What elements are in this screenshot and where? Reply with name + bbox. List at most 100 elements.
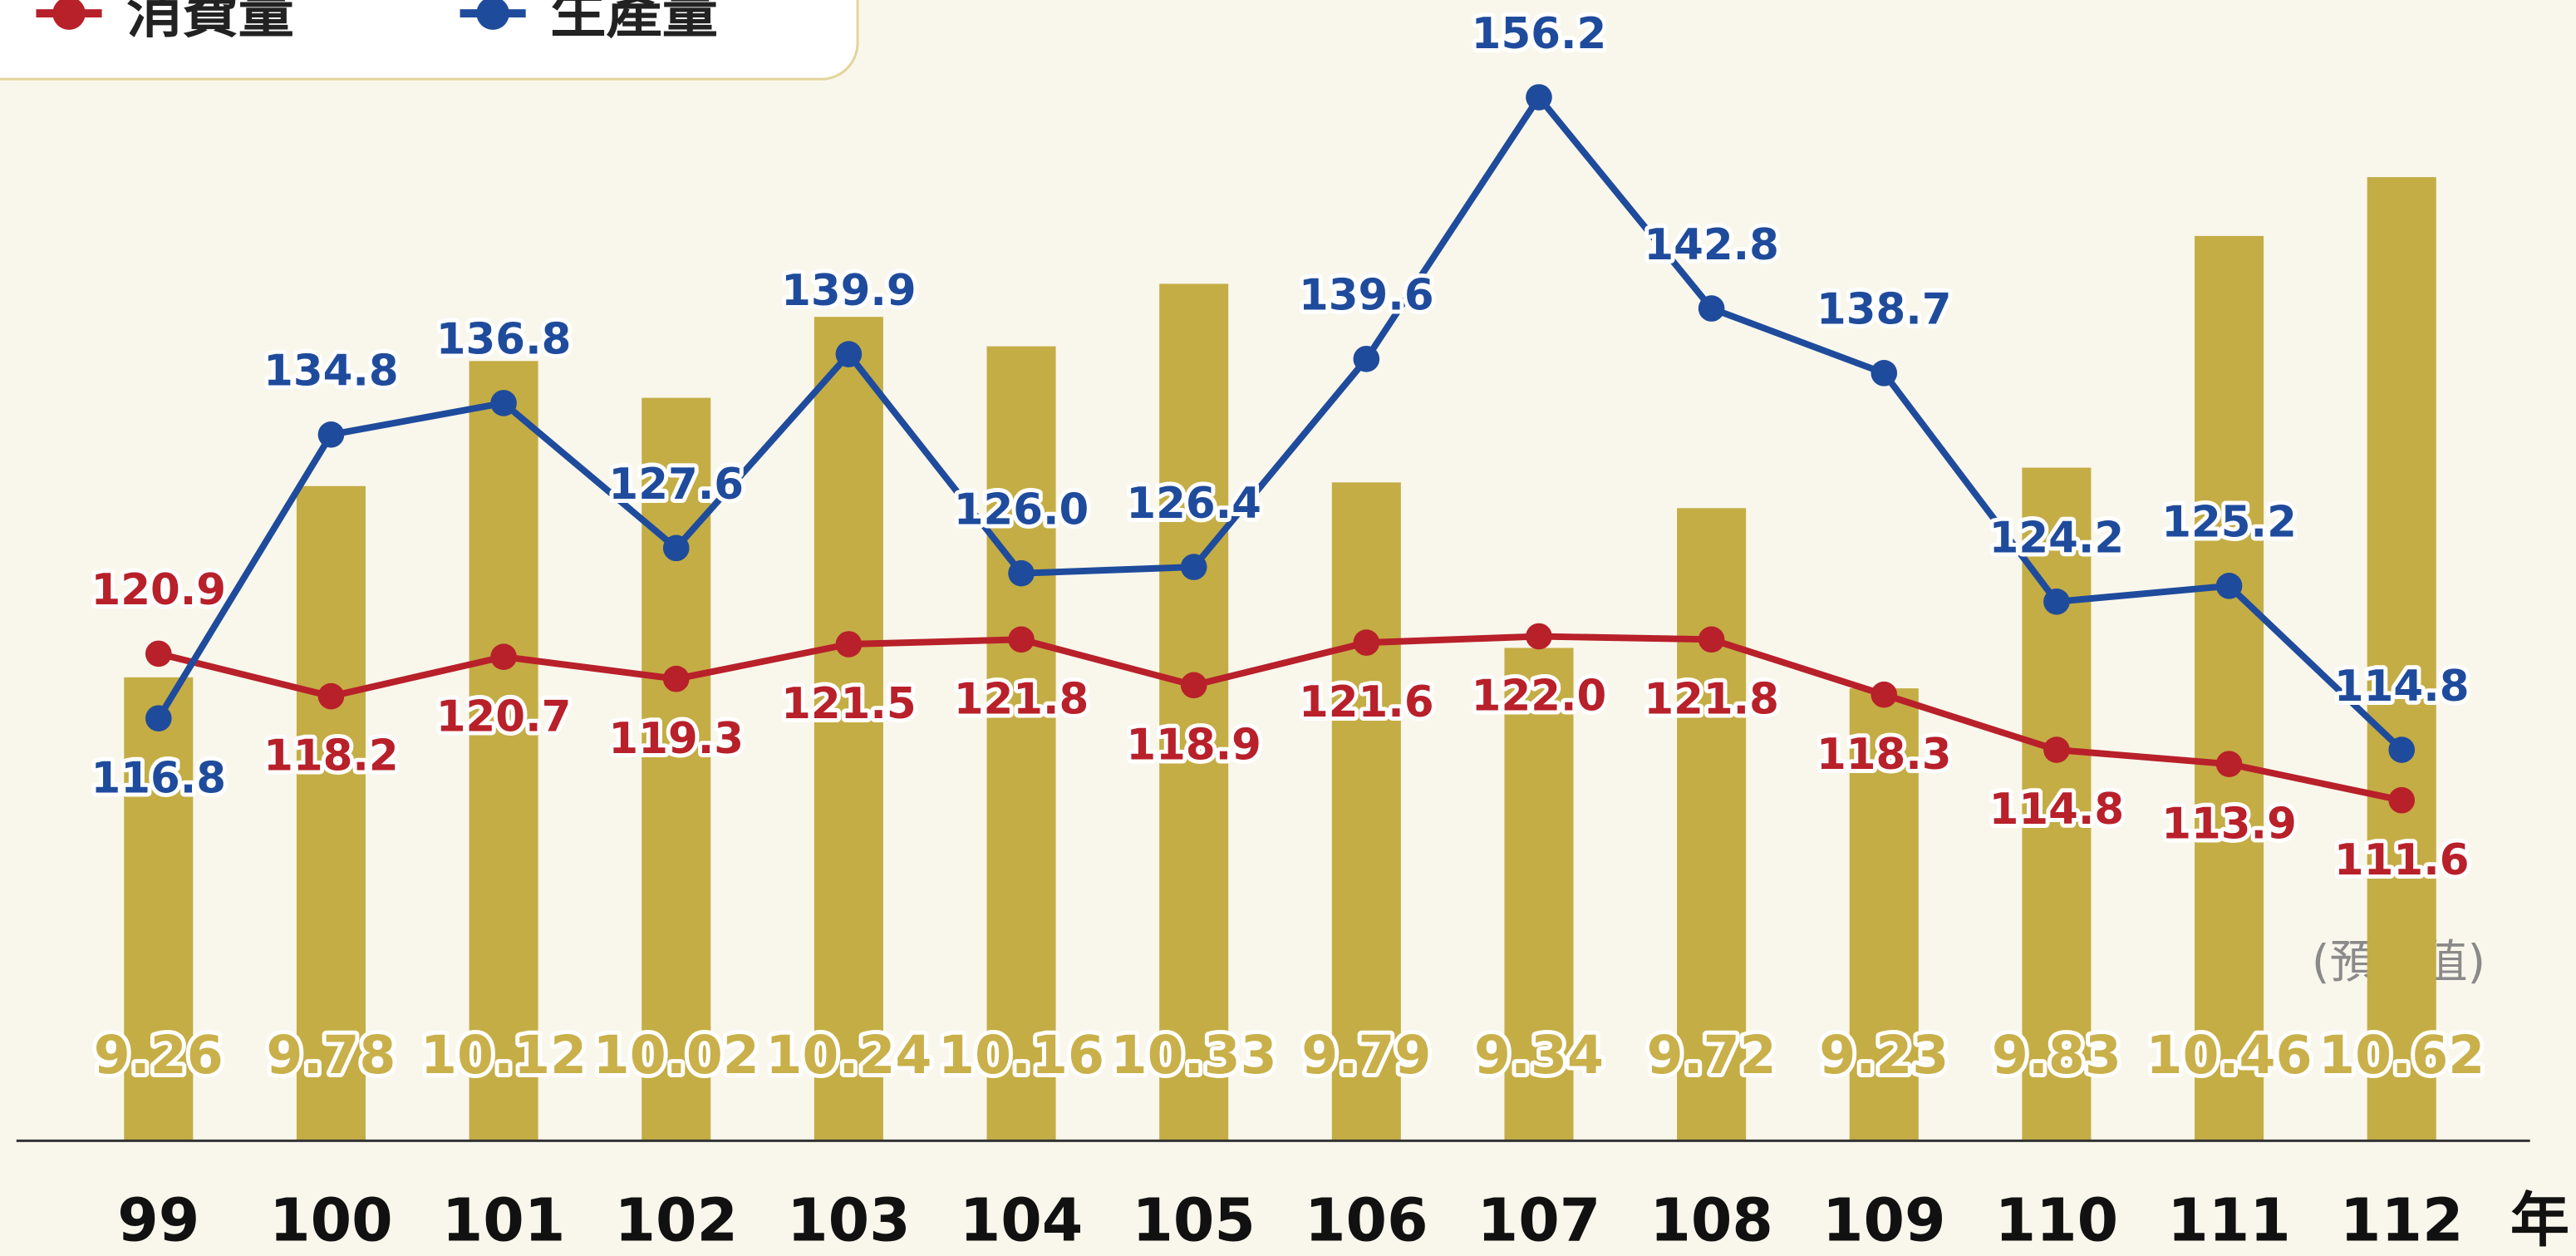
legend-label: 消費量 (126, 0, 294, 46)
bar-value-label: 10.46 (2146, 1024, 2313, 1086)
point (662, 665, 690, 692)
point (1698, 295, 1725, 322)
data-label: 120.7 (436, 692, 572, 741)
point (317, 421, 345, 448)
data-label: 120.9 (91, 565, 227, 615)
point (2215, 751, 2243, 777)
point (2388, 736, 2416, 763)
bar (1677, 508, 1747, 1141)
point (1353, 345, 1380, 372)
point (145, 640, 172, 667)
legend-dot (476, 0, 509, 30)
x-tick-label: 99 (117, 1186, 199, 1255)
bar (2195, 235, 2264, 1141)
x-tick-label: 106 (1305, 1186, 1428, 1255)
legend-box (0, 0, 859, 81)
x-tick-label: 109 (1822, 1186, 1946, 1255)
data-label: 113.9 (2161, 799, 2297, 849)
point (1180, 672, 1207, 699)
x-tick-label: 105 (1132, 1186, 1256, 1255)
bar-value-label: 10.62 (2318, 1024, 2485, 1086)
bar-value-label: 10.24 (765, 1024, 932, 1086)
point (662, 534, 690, 562)
bar (124, 677, 194, 1141)
x-tick-label: 112 (2340, 1186, 2464, 1255)
data-label: 118.3 (1816, 730, 1952, 780)
data-label: 118.9 (1126, 720, 1261, 770)
data-label: 156.2 (1472, 9, 1607, 59)
legend: 消費量 生產量 (0, 0, 859, 81)
x-tick-label: 103 (787, 1186, 911, 1255)
data-label: 139.6 (1299, 271, 1434, 321)
data-label: 116.8 (91, 753, 227, 803)
data-label: 124.2 (1989, 514, 2125, 564)
bar (2367, 177, 2436, 1141)
bar-value-label: 10.33 (1111, 1024, 1277, 1086)
point (1008, 559, 1035, 587)
point (490, 643, 517, 670)
bar-value-label: 9.23 (1819, 1024, 1949, 1086)
data-label: 114.8 (1989, 785, 2125, 835)
bar (986, 346, 1056, 1141)
data-label: 122.0 (1472, 672, 1607, 722)
data-label: 111.6 (2334, 835, 2470, 885)
bar (1504, 648, 1574, 1141)
point (2215, 573, 2243, 599)
point (1871, 681, 1898, 708)
data-label: 136.8 (436, 315, 572, 365)
bar-value-label: 9.78 (266, 1024, 396, 1086)
point (2388, 786, 2416, 814)
point (490, 390, 517, 416)
x-tick-label: 108 (1649, 1186, 1773, 1255)
legend-label: 生產量 (550, 0, 718, 46)
bar-value-label: 9.26 (94, 1024, 224, 1086)
x-tick-label: 111 (2167, 1186, 2291, 1255)
line (155, 94, 2404, 752)
point (1180, 554, 1207, 580)
point (1353, 629, 1380, 656)
x-tick-label: 101 (442, 1186, 566, 1255)
data-label: 121.5 (781, 679, 917, 729)
bar-value-label: 10.12 (420, 1024, 587, 1086)
data-label: 125.2 (2161, 498, 2297, 548)
point (2043, 588, 2070, 615)
x-tick-label: 104 (960, 1186, 1084, 1255)
point (317, 682, 345, 710)
bar-value-label: 10.02 (593, 1024, 760, 1086)
bar (296, 485, 366, 1141)
x-tick-label: 100 (269, 1186, 393, 1255)
point (145, 705, 172, 731)
bar-value-label: 9.72 (1647, 1024, 1777, 1086)
data-label: 139.9 (781, 266, 917, 316)
legend-dot (52, 0, 86, 30)
data-label: 126.4 (1126, 479, 1261, 529)
data-label: 138.7 (1816, 285, 1952, 335)
bar (469, 361, 538, 1141)
bar (1331, 482, 1401, 1141)
data-label: 127.6 (608, 460, 744, 510)
bar (1159, 283, 1229, 1141)
data-label: 114.8 (2334, 662, 2470, 712)
point (2043, 736, 2070, 763)
bar-value-label: 9.34 (1474, 1024, 1604, 1086)
data-label: 118.2 (263, 731, 399, 781)
data-label: 119.3 (608, 714, 744, 764)
bar (2022, 467, 2092, 1141)
data-label: 142.8 (1644, 220, 1779, 270)
data-label: 126.0 (954, 485, 1089, 535)
bar-value-label: 9.83 (1992, 1024, 2121, 1086)
point (1871, 360, 1898, 387)
data-label: 121.8 (1644, 674, 1779, 724)
point (1008, 626, 1035, 653)
x-tick-label: 102 (614, 1186, 738, 1255)
x-tick-label: 110 (1995, 1186, 2119, 1255)
data-label: 121.6 (1299, 677, 1434, 727)
bar (814, 317, 883, 1141)
x-axis-label: 年 (2510, 1186, 2569, 1255)
point (1698, 626, 1725, 653)
bar-value-label: 10.16 (938, 1024, 1104, 1086)
point (835, 631, 863, 658)
data-label: 121.8 (954, 674, 1089, 724)
